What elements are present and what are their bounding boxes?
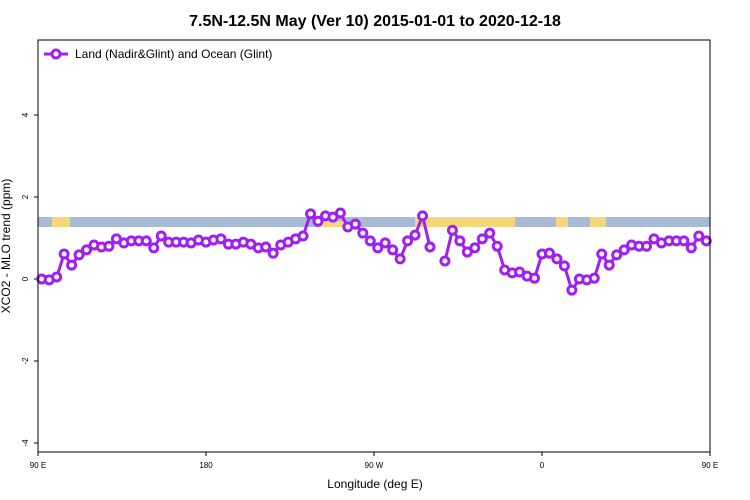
land-patch: [318, 221, 358, 227]
y-tick-label: -2: [21, 357, 30, 365]
data-point: [81, 244, 93, 256]
ocean-strip: [38, 217, 710, 227]
data-point: [357, 227, 369, 239]
data-point: [215, 233, 227, 245]
data-point: [394, 253, 406, 265]
data-point: [588, 272, 600, 284]
data-point: [402, 235, 414, 247]
land-patch: [415, 217, 515, 227]
data-point: [349, 218, 361, 230]
data-point: [596, 248, 608, 260]
data-point: [424, 241, 436, 253]
data-point: [103, 240, 115, 252]
y-tick-label: 2: [21, 194, 30, 199]
data-point: [700, 235, 712, 247]
data-point: [73, 249, 85, 261]
data-point: [305, 208, 317, 220]
data-point: [379, 237, 391, 249]
data-point: [551, 253, 563, 265]
land-patch: [52, 217, 70, 227]
data-point: [140, 235, 152, 247]
map-strip: [38, 217, 710, 227]
data-point: [693, 230, 705, 242]
x-tick-label: 0: [540, 461, 545, 470]
data-point: [454, 235, 466, 247]
data-point: [618, 244, 630, 256]
data-point: [387, 244, 399, 256]
x-tick-label: 180: [199, 461, 213, 470]
x-tick-label: 90 E: [30, 461, 46, 470]
data-point: [364, 235, 376, 247]
land-patch: [556, 217, 568, 227]
x-tick-label: 90 E: [702, 461, 718, 470]
data-point: [155, 230, 167, 242]
land-patch: [590, 217, 606, 227]
y-axis-title: XCO2 - MLO trend (ppm): [0, 179, 13, 314]
data-point: [51, 271, 63, 283]
data-point: [312, 215, 324, 227]
data-point: [417, 210, 429, 222]
data-point: [491, 240, 503, 252]
plot-frame: [37, 39, 711, 453]
x-axis-title: Longitude (deg E): [327, 477, 422, 491]
data-point: [484, 227, 496, 239]
data-point: [685, 242, 697, 254]
data-point: [543, 247, 555, 259]
y-tick-label: 4: [21, 112, 30, 117]
chart-title: 7.5N-12.5N May (Ver 10) 2015-01-01 to 20…: [189, 13, 561, 30]
legend-label: Land (Nadir&Glint) and Ocean (Glint): [75, 47, 272, 61]
data-point: [148, 242, 160, 254]
data-point: [372, 242, 384, 254]
data-point: [566, 284, 578, 296]
data-point: [409, 229, 421, 241]
legend-marker: [50, 48, 62, 60]
data-point: [446, 224, 458, 236]
data-point: [58, 248, 70, 260]
data-point: [611, 249, 623, 261]
data-point: [66, 259, 78, 271]
data-point: [529, 272, 541, 284]
data-point: [260, 241, 272, 253]
legend: Land (Nadir&Glint) and Ocean (Glint): [44, 47, 272, 61]
data-point: [678, 235, 690, 247]
data-point: [558, 260, 570, 272]
data-point: [297, 230, 309, 242]
data-point: [334, 207, 346, 219]
data-point: [476, 233, 488, 245]
data-point: [267, 247, 279, 259]
data-point: [641, 240, 653, 252]
data-point: [603, 259, 615, 271]
y-tick-label: 0: [21, 276, 30, 281]
data-point: [469, 242, 481, 254]
data-point: [439, 255, 451, 267]
y-tick-label: -4: [21, 439, 30, 447]
x-tick-label: 90 W: [365, 461, 384, 470]
